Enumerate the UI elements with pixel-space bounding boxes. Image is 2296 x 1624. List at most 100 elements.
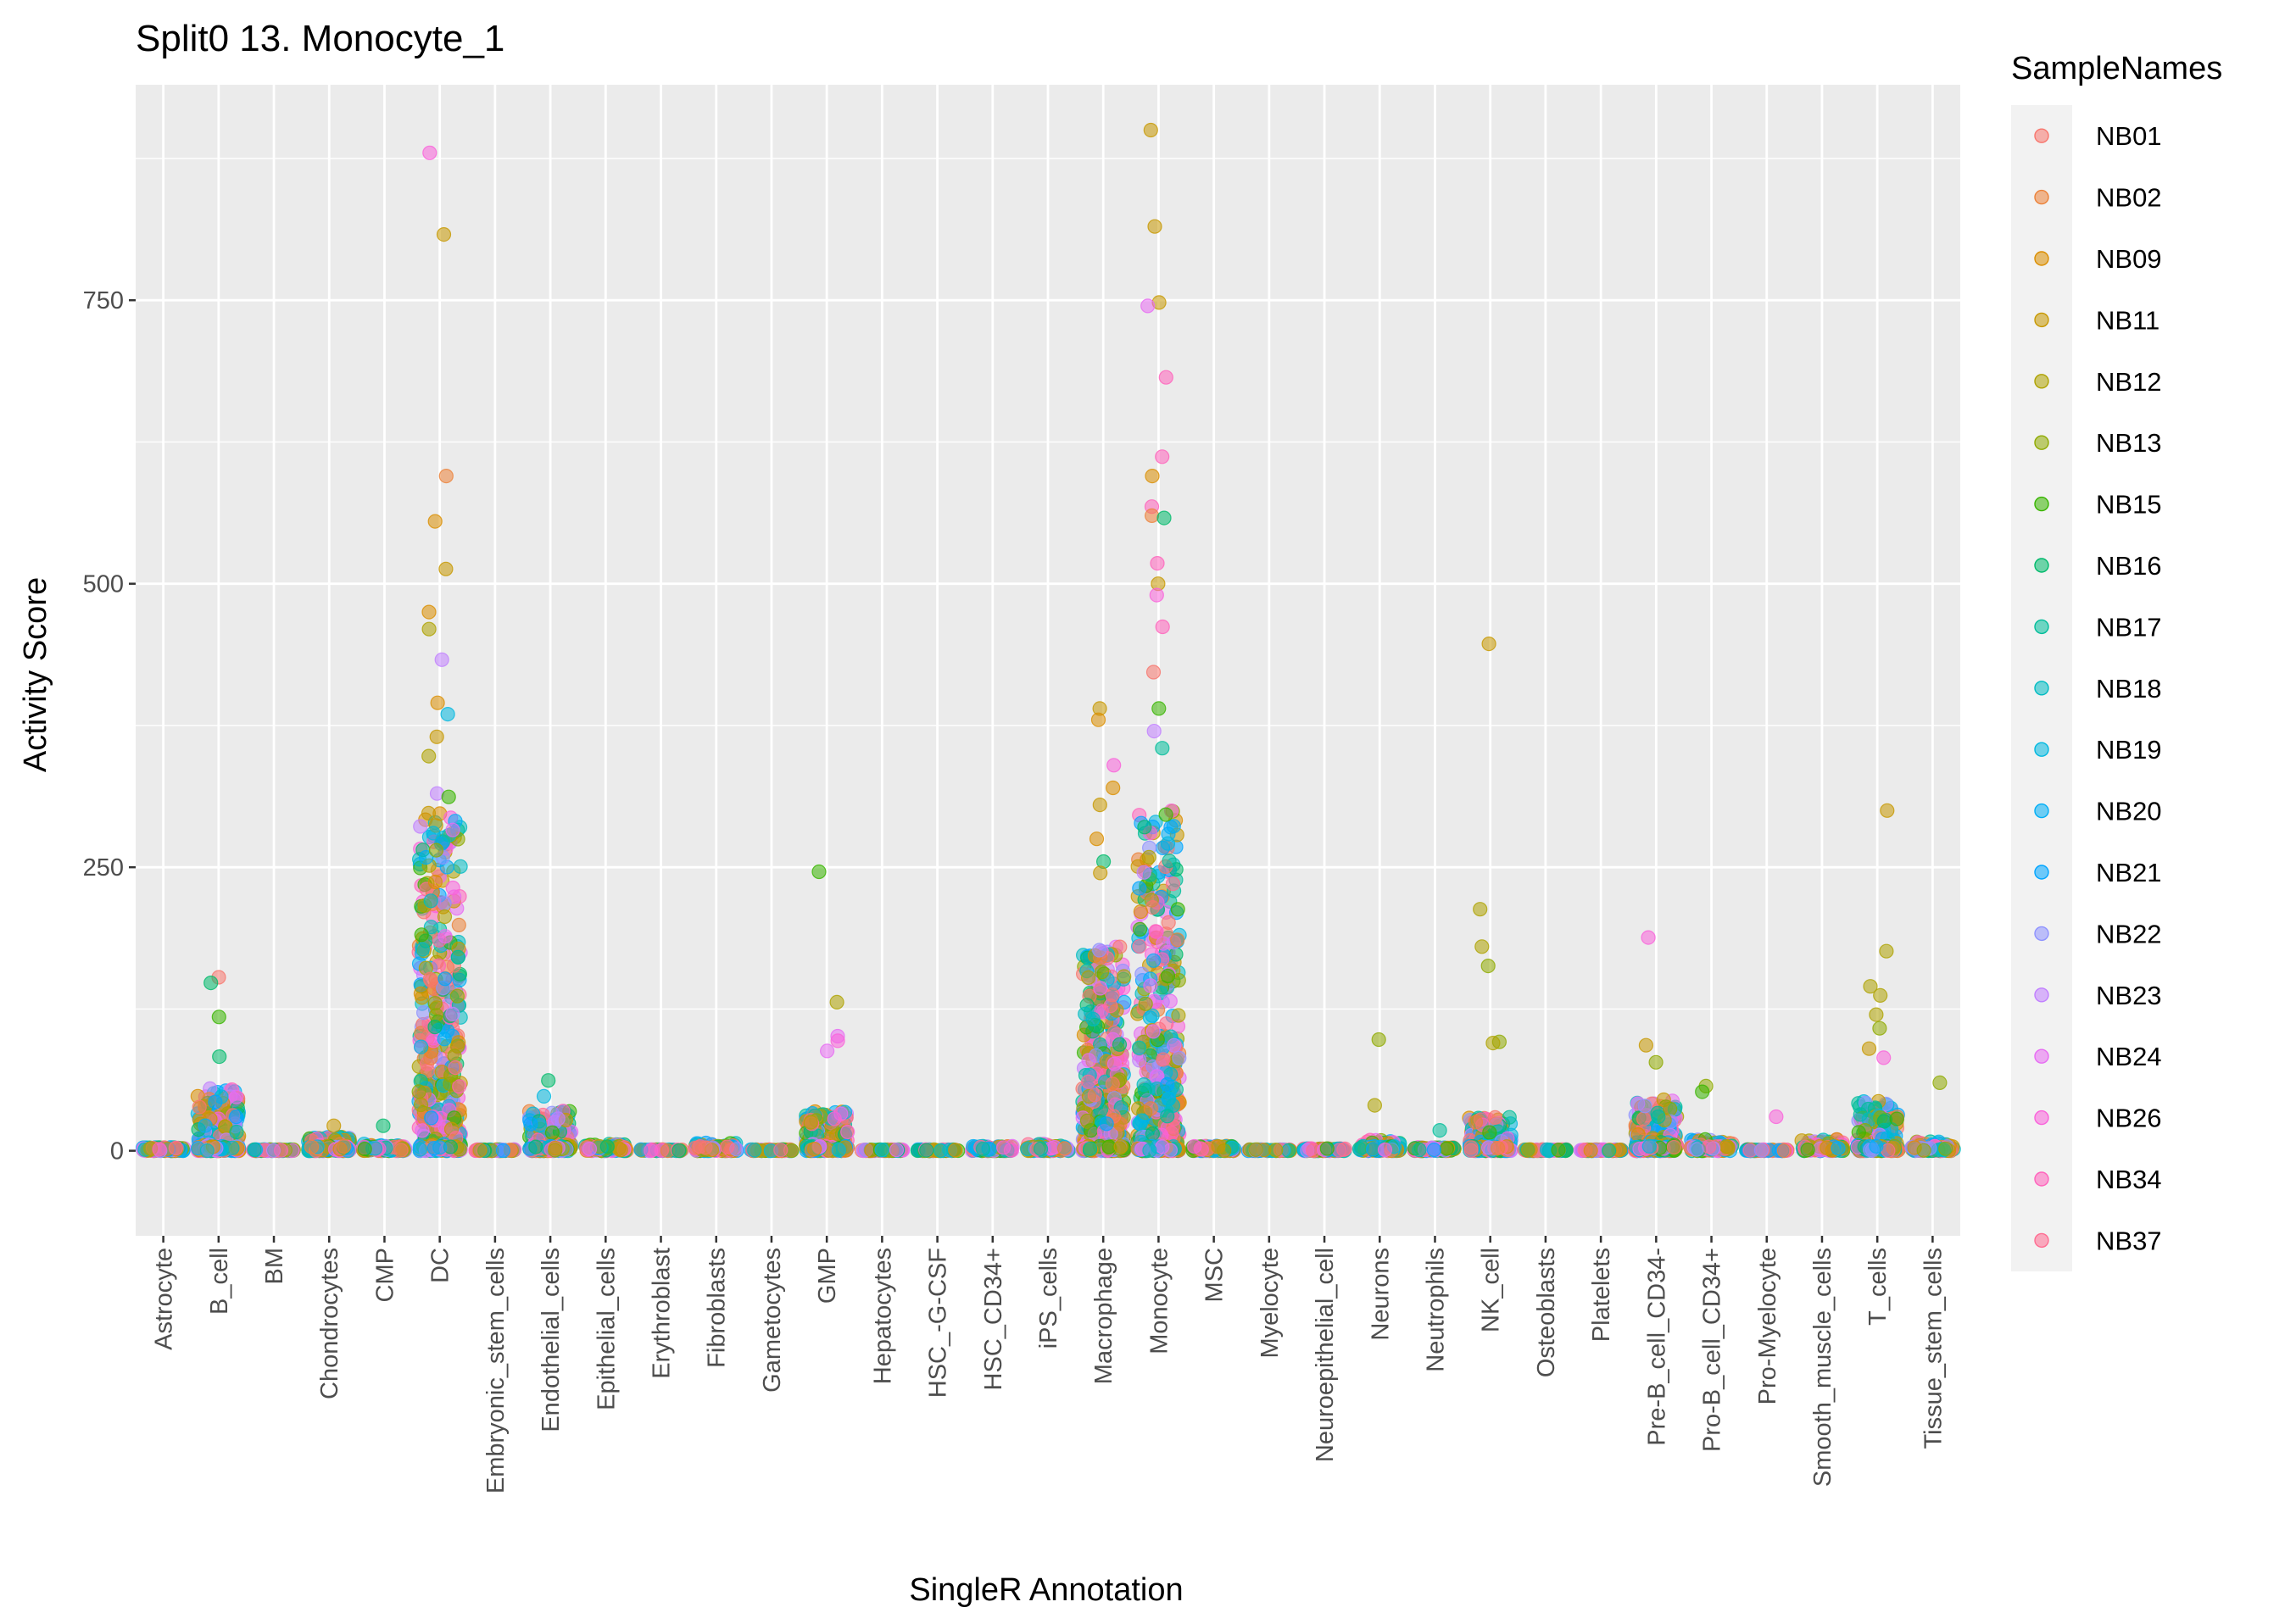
data-point: [393, 1143, 409, 1158]
data-point: [273, 1143, 289, 1158]
data-point: [1319, 1141, 1335, 1156]
data-point: [550, 1111, 566, 1126]
data-point: [1487, 1110, 1503, 1126]
data-point: [1167, 1037, 1182, 1053]
data-point: [1141, 849, 1156, 865]
data-point: [1081, 1053, 1096, 1068]
data-point: [445, 822, 460, 837]
data-point: [747, 1143, 762, 1158]
data-point: [437, 895, 452, 911]
data-point: [1637, 1098, 1652, 1114]
data-point: [421, 805, 437, 821]
data-point: [427, 995, 443, 1011]
data-point: [412, 1142, 427, 1157]
data-point: [1651, 1109, 1666, 1125]
data-point: [1753, 1143, 1769, 1158]
data-point: [437, 1032, 452, 1047]
data-point: [1137, 1082, 1152, 1098]
data-point: [1105, 987, 1120, 1003]
data-point: [1171, 1008, 1186, 1023]
data-point: [919, 1143, 934, 1158]
data-point: [698, 1140, 713, 1155]
data-point: [1056, 1141, 1073, 1156]
data-point: [840, 1124, 855, 1140]
data-point: [1142, 1010, 1158, 1026]
data-point: [1145, 953, 1162, 968]
data-point: [225, 1140, 240, 1156]
data-point: [644, 1143, 659, 1159]
data-point: [827, 1111, 842, 1126]
data-point: [1583, 1143, 1598, 1159]
data-point: [472, 1143, 488, 1158]
data-point: [1482, 1125, 1497, 1140]
data-point: [1412, 1142, 1427, 1158]
data-point: [411, 1084, 426, 1099]
data-point: [672, 1143, 687, 1159]
data-point: [1131, 1040, 1147, 1055]
data-point: [415, 942, 430, 957]
data-point: [1132, 881, 1147, 896]
data-point: [1138, 996, 1153, 1011]
data-point: [414, 1039, 429, 1054]
data-point: [1851, 1125, 1866, 1140]
data-point: [720, 1139, 735, 1154]
data-point: [1162, 853, 1177, 869]
data-point: [1145, 1126, 1161, 1142]
data-point: [1143, 978, 1158, 993]
data-point: [1161, 915, 1176, 931]
data-point: [1113, 1138, 1128, 1154]
data-point: [450, 949, 465, 965]
data-point: [413, 1097, 429, 1113]
data-point: [1143, 1101, 1158, 1116]
data-point: [198, 1118, 213, 1133]
data-point: [437, 971, 453, 987]
data-point: [1136, 865, 1151, 880]
data-point: [1106, 1056, 1123, 1071]
data-point: [1166, 819, 1181, 834]
data-point: [1490, 1140, 1506, 1156]
data-point: [192, 1099, 207, 1115]
data-point: [933, 1143, 949, 1159]
data-point: [948, 1143, 963, 1158]
data-point: [1158, 807, 1173, 822]
data-point: [1377, 1142, 1393, 1158]
data-point: [199, 1143, 215, 1159]
data-point: [452, 1079, 467, 1094]
data-point: [889, 1143, 905, 1158]
data-point: [448, 1059, 463, 1076]
data-point: [995, 1140, 1011, 1155]
data-point: [1551, 1143, 1566, 1158]
data-point: [1636, 1111, 1652, 1126]
data-point: [445, 880, 460, 896]
data-point: [1268, 1143, 1284, 1158]
data-point: [416, 1005, 432, 1021]
data-point: [806, 1141, 822, 1157]
data-point: [1170, 902, 1185, 917]
data-point: [1720, 1139, 1736, 1155]
data-point: [304, 1139, 320, 1154]
data-point: [1666, 1139, 1682, 1155]
data-point: [432, 1140, 448, 1155]
data-point: [427, 1019, 443, 1035]
data-point: [1156, 1052, 1171, 1067]
data-point: [415, 1123, 430, 1138]
data-point: [1159, 1016, 1174, 1032]
data-point: [423, 1050, 438, 1065]
data-point: [152, 1142, 167, 1157]
data-point: [1105, 1076, 1120, 1092]
data-point: [1800, 1142, 1815, 1158]
data-point: [528, 1139, 543, 1154]
data-point: [208, 1094, 223, 1110]
data-point: [1281, 1143, 1296, 1159]
data-point: [1689, 1142, 1704, 1157]
data-point: [1248, 1142, 1263, 1158]
data-point: [1876, 1114, 1892, 1129]
data-point: [1112, 1037, 1128, 1052]
data-point: [1080, 970, 1096, 986]
data-point: [357, 1141, 372, 1157]
data-point: [1130, 1101, 1146, 1116]
data-point: [427, 874, 443, 890]
data-point: [1463, 1140, 1479, 1155]
data-points: [135, 122, 1961, 1159]
